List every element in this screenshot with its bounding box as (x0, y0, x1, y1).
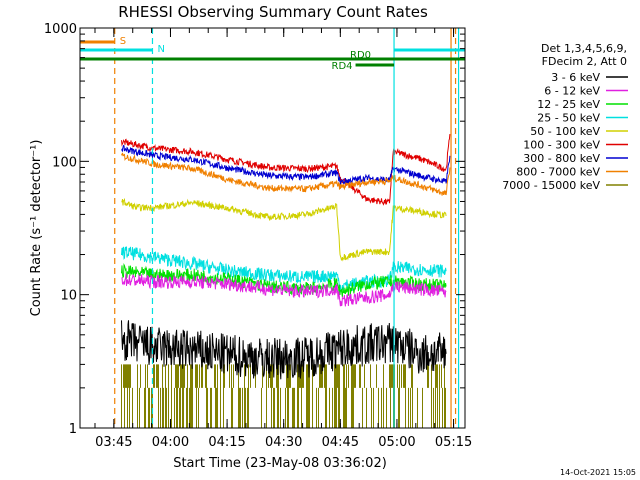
axes: 1 10 100 1000 03:45 04:00 04:15 04:30 04:45 05:00… (44, 22, 472, 450)
footer-date: 14-Oct-2021 15:05 (560, 468, 636, 477)
x-tick-label: 05:15 (435, 435, 472, 450)
legend-label: 800 - 7000 keV (516, 166, 600, 179)
x-axis-label: Start Time (23-May-08 03:36:02) (173, 456, 387, 471)
x-tick-label: 05:00 (378, 435, 415, 450)
y-tick-label: 1000 (44, 22, 77, 37)
legend-label: 50 - 100 keV (530, 125, 600, 138)
legend-header-line: FDecim 2, Att 0 (542, 55, 627, 68)
chart-title: RHESSI Observing Summary Count Rates (118, 3, 428, 21)
legend-label: 7000 - 15000 keV (502, 179, 600, 192)
x-tick-label: 04:45 (322, 435, 359, 450)
series-25-50-kev (121, 246, 447, 293)
mode-label-rd4: RD4 (332, 61, 353, 72)
series-100-300-kev (121, 134, 451, 206)
series-800-7000-kev (121, 152, 451, 196)
x-tick-label: 04:15 (208, 435, 245, 450)
mode-label-n: N (157, 44, 164, 55)
legend-label: 300 - 800 keV (523, 152, 600, 165)
mode-label-s: S (120, 36, 126, 47)
x-tick-label: 04:00 (152, 435, 189, 450)
legend: Det 1,3,4,5,6,9,FDecim 2, Att 0 3 - 6 keV… (502, 42, 628, 192)
x-tick-label: 03:45 (95, 435, 132, 450)
series-7000-15000-kev (121, 364, 446, 428)
series-300-800-kev (121, 144, 451, 185)
legend-label: 6 - 12 keV (544, 85, 600, 98)
y-tick-label: 1 (69, 422, 77, 437)
legend-label: 25 - 50 keV (537, 112, 600, 125)
legend-label: 3 - 6 keV (551, 71, 600, 84)
series-6-12-kev (121, 273, 447, 307)
plot-frame (79, 27, 466, 429)
legend-header-line: Det 1,3,4,5,6,9, (541, 42, 627, 55)
legend-label: 12 - 25 keV (537, 98, 600, 111)
mode-label-rd0: RD0 (350, 50, 371, 61)
y-tick-label: 10 (60, 289, 77, 304)
y-axis-label: Count Rate (s⁻¹ detector⁻¹) (29, 140, 44, 317)
series-3-6-kev (121, 320, 447, 380)
plot-area (121, 134, 451, 428)
legend-label: 100 - 300 keV (523, 139, 600, 152)
y-tick-label: 100 (52, 155, 77, 170)
x-tick-label: 04:30 (265, 435, 302, 450)
series-50-100-kev (121, 197, 447, 262)
